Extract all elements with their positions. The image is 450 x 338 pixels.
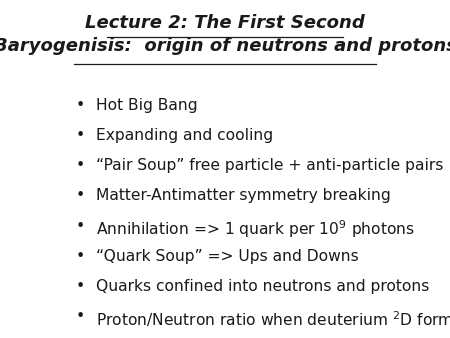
Text: “Pair Soup” free particle + anti-particle pairs: “Pair Soup” free particle + anti-particl… [96,158,443,173]
Text: Lecture 2: The First Second
Baryogenisis:  origin of neutrons and protons: Lecture 2: The First Second Baryogenisis… [0,14,450,55]
Text: •: • [76,219,86,234]
Text: “Quark Soup” => Ups and Downs: “Quark Soup” => Ups and Downs [96,249,358,264]
Text: •: • [76,188,86,203]
Text: •: • [76,309,86,324]
Text: Proton/Neutron ratio when deuterium $^{2}$D forms: Proton/Neutron ratio when deuterium $^{2… [96,309,450,329]
Text: Expanding and cooling: Expanding and cooling [96,128,273,143]
Text: Annihilation => 1 quark per 10$^{9}$ photons: Annihilation => 1 quark per 10$^{9}$ pho… [96,219,414,240]
Text: Hot Big Bang: Hot Big Bang [96,98,197,113]
Text: Quarks confined into neutrons and protons: Quarks confined into neutrons and proton… [96,279,429,294]
Text: •: • [76,158,86,173]
Text: •: • [76,279,86,294]
Text: •: • [76,98,86,113]
Text: •: • [76,128,86,143]
Text: Matter-Antimatter symmetry breaking: Matter-Antimatter symmetry breaking [96,188,391,203]
Text: •: • [76,249,86,264]
